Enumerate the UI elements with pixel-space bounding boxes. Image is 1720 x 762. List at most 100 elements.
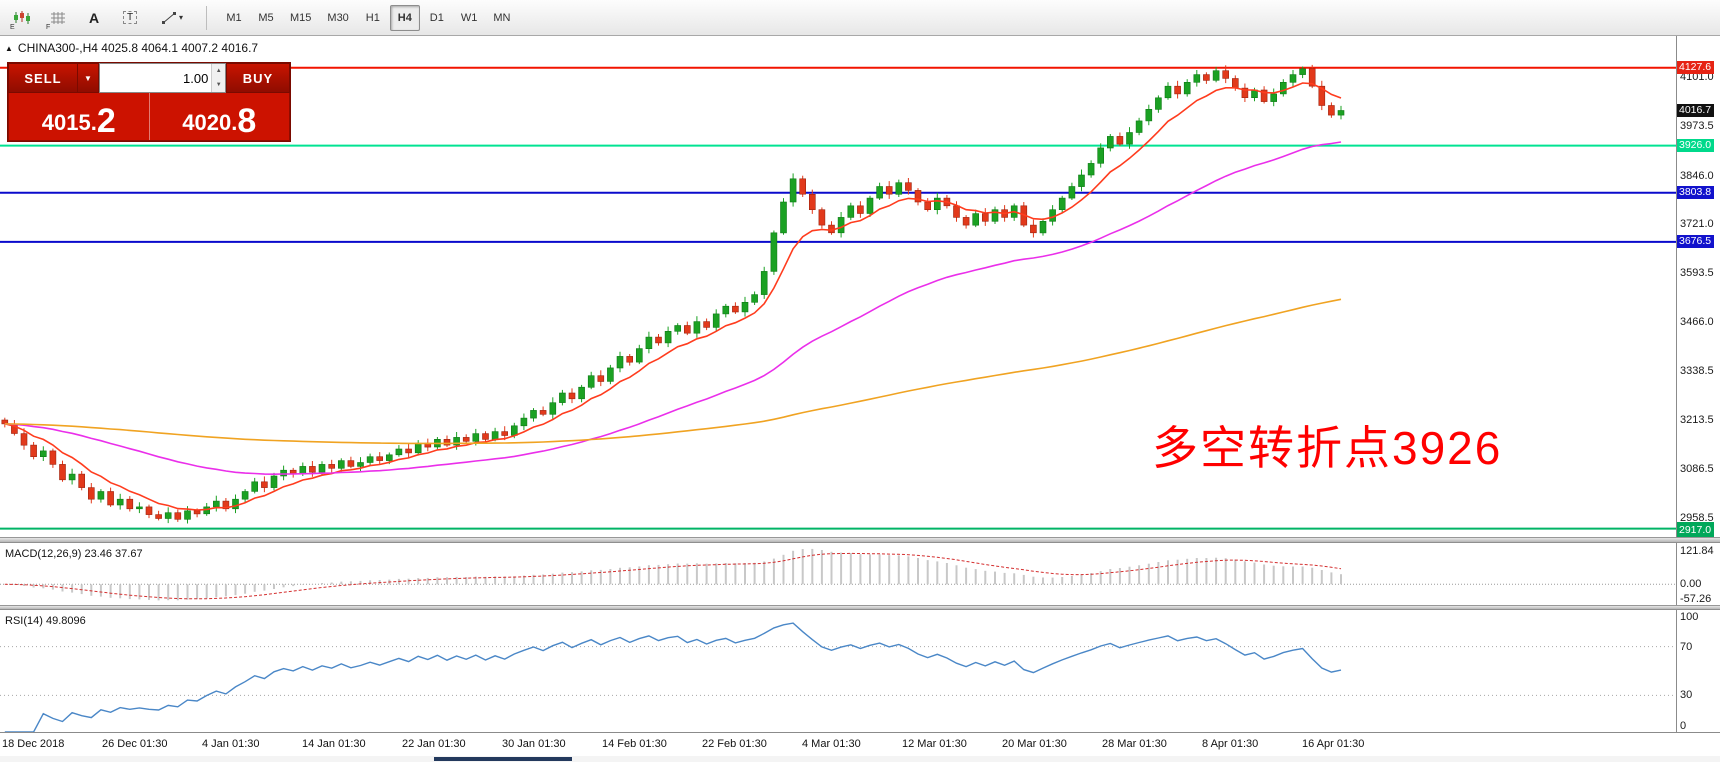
time-axis-label: 26 Dec 01:30	[102, 738, 168, 750]
price-axis-tick: 2958.5	[1680, 512, 1714, 525]
price-axis-tick: 100	[1680, 611, 1699, 623]
timeframe-buttons-group: M1 M5 M15 M30 H1 H4 D1 W1 MN	[219, 4, 517, 31]
pane-separator[interactable]	[0, 537, 1720, 543]
time-axis-label: 18 Dec 2018	[2, 738, 65, 750]
top-toolbar: E F A T ▾ M1 M5 M15 M30 H1 H4 D1 W1 MN	[0, 0, 1720, 36]
time-axis-label: 28 Mar 01:30	[1102, 738, 1167, 750]
macd-histogram-layer	[13, 548, 1342, 601]
price-axis-tick: 3973.5	[1680, 120, 1714, 133]
ask-price-big-digit: 8	[237, 102, 257, 140]
price-axis-special-label: 4016.7	[1677, 103, 1715, 117]
price-axis-tick: 3338.5	[1680, 365, 1714, 378]
volume-up-button[interactable]: ▲	[212, 64, 225, 78]
add-label-button[interactable]: A	[78, 4, 110, 32]
main-chart-pane[interactable]: ▲ CHINA300-,H4 4025.8 4064.1 4007.2 4016…	[0, 36, 1676, 537]
bid-ask-row: 4015. 2 4020. 8	[8, 93, 290, 141]
collapse-arrow-icon[interactable]: ▲	[5, 43, 13, 53]
timeframe-h4-button[interactable]: H4	[389, 4, 420, 31]
price-axis-special-label: 3803.8	[1677, 185, 1715, 199]
time-axis-label: 4 Jan 01:30	[202, 738, 260, 750]
time-axis-label: 14 Feb 01:30	[602, 738, 667, 750]
price-axis-tick: 0	[1680, 720, 1687, 732]
time-axis-label: 12 Mar 01:30	[902, 738, 967, 750]
expert-badge-label: E	[10, 23, 15, 31]
candlestick-chart-icon	[14, 11, 30, 24]
price-axis-tick: 3846.0	[1680, 169, 1714, 182]
time-axis[interactable]: 18 Dec 2018 26 Dec 01:30 4 Jan 01:30 14 Jan…	[0, 732, 1720, 756]
price-axis-tick: 3466.0	[1680, 316, 1714, 329]
trade-controls-row: SELL ▼ ▲ ▼ BUY	[8, 63, 290, 93]
draw-objects-button[interactable]: ▾	[150, 4, 194, 32]
price-axis-special-label: 2917.0	[1677, 524, 1715, 537]
timeframe-m1-button[interactable]: M1	[219, 5, 249, 31]
rsi-indicator-pane[interactable]: RSI(14) 49.8096	[0, 610, 1676, 732]
time-axis-label: 14 Jan 01:30	[302, 738, 366, 750]
moving-averages-layer	[4, 82, 1342, 511]
rsi-canvas	[0, 622, 1676, 732]
pane-separator[interactable]	[0, 605, 1720, 610]
price-axis-tick: 30	[1680, 689, 1693, 702]
price-axis-tick: 121.84	[1680, 544, 1714, 557]
volume-box: ▲ ▼	[98, 63, 226, 93]
rsi-header: RSI(14) 49.8096	[5, 615, 86, 627]
timeframe-m15-button[interactable]: M15	[283, 5, 318, 31]
time-axis-label: 4 Mar 01:30	[802, 738, 861, 750]
price-axis-tick: -57.26	[1680, 593, 1712, 605]
buy-button[interactable]: BUY	[226, 63, 290, 93]
grid-toggle-button[interactable]: F	[42, 4, 74, 32]
macd-indicator-pane[interactable]: MACD(12,26,9) 23.46 37.67	[0, 543, 1676, 605]
rsi-line-layer	[4, 622, 1342, 732]
price-axis-tick: 3213.5	[1680, 413, 1714, 426]
ask-price-panel[interactable]: 4020. 8	[148, 93, 290, 140]
macd-header: MACD(12,26,9) 23.46 37.67	[5, 548, 143, 560]
volume-down-button[interactable]: ▼	[212, 78, 225, 92]
price-axis-tick: 3593.5	[1680, 267, 1714, 279]
rsi-levels-layer	[0, 646, 1676, 696]
price-axis-tick: 70	[1680, 640, 1693, 653]
time-axis-label: 20 Mar 01:30	[1002, 738, 1067, 750]
macd-canvas	[0, 548, 1676, 601]
time-axis-label: 22 Jan 01:30	[402, 738, 466, 750]
price-axis-tick: 3721.0	[1680, 217, 1714, 230]
timeframe-mn-button[interactable]: MN	[486, 5, 517, 31]
candles-layer	[1, 64, 1345, 524]
ask-price: 4020.	[182, 110, 238, 135]
toolbar-separator	[206, 5, 207, 30]
time-axis-label: 22 Feb 01:30	[702, 738, 767, 750]
price-axis-tick: 0.00	[1680, 578, 1702, 591]
charts-toggle-button[interactable]: E	[6, 4, 38, 32]
sell-button[interactable]: SELL	[8, 63, 78, 93]
timeframe-w1-button[interactable]: W1	[454, 5, 485, 31]
sell-options-caret-icon[interactable]: ▼	[78, 63, 99, 93]
time-axis-label: 8 Apr 01:30	[1202, 738, 1259, 750]
volume-input[interactable]	[99, 64, 212, 92]
letter-a-icon: A	[88, 9, 100, 26]
volume-spinner: ▲ ▼	[211, 64, 225, 92]
price-axis-tick: 3086.5	[1680, 462, 1714, 475]
grid-icon	[51, 11, 65, 24]
bid-price-panel[interactable]: 4015. 2	[9, 93, 149, 140]
fibo-badge-label: F	[46, 23, 51, 31]
price-axis-tick: 4101.0	[1680, 71, 1714, 84]
timeframe-m5-button[interactable]: M5	[251, 5, 281, 31]
price-axis-special-label: 3926.0	[1677, 138, 1715, 152]
macd-signal-layer	[4, 552, 1342, 600]
timeframe-d1-button[interactable]: D1	[422, 5, 452, 31]
symbol-ohlc-header: ▲ CHINA300-,H4 4025.8 4064.1 4007.2 4016…	[5, 41, 258, 55]
timeframe-m30-button[interactable]: M30	[320, 5, 355, 31]
letter-t-icon: T	[122, 11, 138, 24]
one-click-trading-panel: SELL ▼ ▲ ▼ BUY 4015.2 4020.8	[8, 63, 290, 141]
timeframe-h1-button[interactable]: H1	[358, 5, 388, 31]
bid-price: 4015.	[41, 110, 97, 135]
main-chart-canvas	[0, 64, 1676, 530]
add-text-button[interactable]: T	[114, 4, 146, 32]
bid-price-big-digit: 2	[96, 102, 116, 140]
price-axis-column[interactable]: 4101.0 3973.5 3846.0 3721.0 3593.5 3466.0 3338…	[1676, 36, 1720, 732]
time-axis-label: 16 Apr 01:30	[1302, 738, 1365, 750]
horizontal-scrollbar-thumb[interactable]	[434, 757, 572, 761]
time-axis-label: 30 Jan 01:30	[502, 738, 566, 750]
trendline-icon	[161, 11, 176, 24]
dropdown-caret-icon: ▾	[178, 13, 183, 22]
price-axis-special-label: 4127.6	[1677, 60, 1715, 74]
